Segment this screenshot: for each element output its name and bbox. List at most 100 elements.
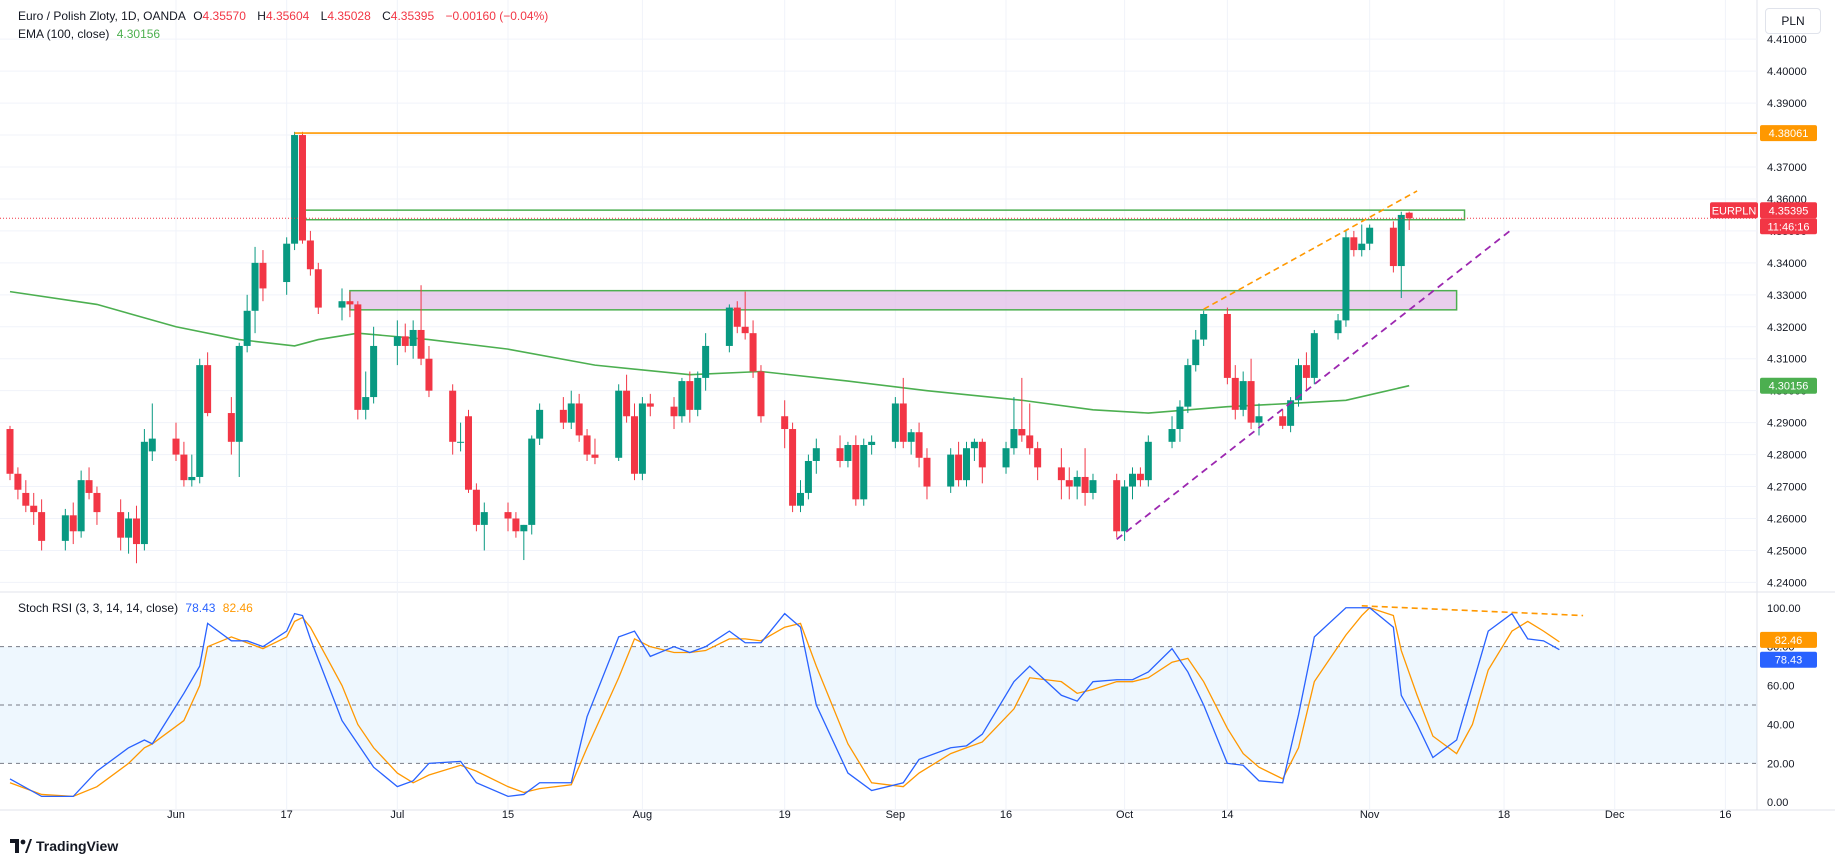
candle xyxy=(354,301,362,420)
candle xyxy=(1073,470,1081,500)
currency-button[interactable]: PLN xyxy=(1765,8,1821,34)
time-tick-label: Sep xyxy=(886,809,906,821)
candle xyxy=(425,345,433,398)
candle xyxy=(899,377,907,449)
ohlc-high: H4.35604 xyxy=(257,9,310,23)
candle xyxy=(370,326,378,404)
candle xyxy=(243,294,251,353)
price-tick-label: 4.25000 xyxy=(1767,545,1807,557)
resistance-price-tag-text: 4.38061 xyxy=(1769,128,1809,140)
candle-body xyxy=(314,269,322,308)
candle xyxy=(1247,358,1255,430)
candle xyxy=(615,384,623,461)
candle xyxy=(259,250,267,302)
price-tick-label: 4.28000 xyxy=(1767,450,1807,462)
candle-body xyxy=(1176,406,1184,430)
candle-body xyxy=(1302,365,1310,378)
candle-body xyxy=(1026,435,1034,449)
candle-body xyxy=(449,390,457,442)
candle-body xyxy=(1129,473,1137,487)
rsi-tick-label: 20.00 xyxy=(1767,758,1795,770)
axes: 4.410004.400004.390004.380004.370004.360… xyxy=(167,34,1807,821)
candle-body xyxy=(1057,467,1065,481)
candle xyxy=(583,429,591,461)
ema-label: EMA (100, close) xyxy=(18,27,110,41)
candle-body xyxy=(148,438,156,452)
lower-trendline xyxy=(1116,228,1513,540)
ema-legend[interactable]: EMA (100, close) 4.30156 xyxy=(18,27,164,41)
candle-body xyxy=(899,403,907,442)
price-tick-label: 4.29000 xyxy=(1767,418,1807,430)
candle-body xyxy=(85,480,93,493)
candle-body xyxy=(575,403,583,436)
last-price-tag-text: 4.35395 xyxy=(1769,205,1809,217)
candle xyxy=(291,131,299,251)
candle xyxy=(907,429,915,455)
candle-body xyxy=(725,307,733,346)
candle xyxy=(1057,448,1065,500)
candle xyxy=(338,288,346,321)
candle xyxy=(575,393,583,442)
candle xyxy=(741,291,749,340)
candle-body xyxy=(749,333,757,372)
candle-body xyxy=(235,345,243,442)
candle xyxy=(1239,371,1247,417)
time-tick-label: Dec xyxy=(1605,809,1625,821)
drawing-zones[interactable] xyxy=(301,209,1466,311)
candle-body xyxy=(963,448,971,481)
candle-body xyxy=(180,454,188,481)
tradingview-logo[interactable]: TradingView xyxy=(10,838,118,854)
candle-body xyxy=(425,358,433,391)
candle xyxy=(844,441,852,468)
candle xyxy=(1302,352,1310,391)
candle-body xyxy=(1002,448,1010,468)
candle-body xyxy=(1200,313,1208,340)
candle xyxy=(512,512,520,538)
candle xyxy=(409,320,417,359)
stoch-rsi-pane xyxy=(0,605,1757,798)
candle-body xyxy=(172,438,180,455)
drawing-lines[interactable] xyxy=(0,132,1757,540)
ema-value: 4.30156 xyxy=(116,27,161,41)
symbol-title[interactable]: Euro / Polish Zloty, 1D, OANDA xyxy=(18,9,186,23)
candle xyxy=(520,524,528,561)
candle xyxy=(1168,416,1176,449)
candle-body xyxy=(464,416,472,490)
candle xyxy=(61,508,69,551)
candle-body xyxy=(1223,313,1231,378)
candle-body xyxy=(1247,381,1255,423)
candle xyxy=(1089,473,1097,500)
candle-body xyxy=(978,441,986,468)
candle-body xyxy=(757,371,765,417)
candle xyxy=(978,438,986,484)
candle xyxy=(314,262,322,314)
price-tick-label: 4.33000 xyxy=(1767,290,1807,302)
candle-body xyxy=(401,336,409,346)
last-price-tag-bg xyxy=(1760,202,1817,219)
countdown-tag-text: 11:46:16 xyxy=(1767,221,1809,233)
candle xyxy=(796,480,804,513)
time-tick-label: Oct xyxy=(1116,809,1133,821)
candle xyxy=(449,384,457,455)
time-tick-label: Jul xyxy=(390,809,404,821)
candle-body xyxy=(1113,480,1121,532)
candle-body xyxy=(306,240,314,270)
candle-body xyxy=(1358,243,1366,251)
candle xyxy=(148,403,156,461)
stoch-rsi-legend[interactable]: Stoch RSI (3, 3, 14, 14, close) 78.43 82… xyxy=(18,601,257,615)
candle-body xyxy=(1018,429,1026,436)
rsi-tick-label: 0.00 xyxy=(1767,797,1788,809)
candle-body xyxy=(480,512,488,525)
candle xyxy=(1389,221,1397,273)
candle xyxy=(868,435,876,455)
candle-body xyxy=(1136,473,1144,481)
stoch-k-tag-bg xyxy=(1760,651,1817,668)
candle-body xyxy=(30,505,38,513)
resistance-price-tag: 4.38061 xyxy=(1760,125,1817,142)
candle xyxy=(6,425,14,481)
candle xyxy=(812,438,820,474)
candle-body xyxy=(22,492,30,506)
candle xyxy=(1350,230,1358,257)
candle xyxy=(298,131,306,244)
